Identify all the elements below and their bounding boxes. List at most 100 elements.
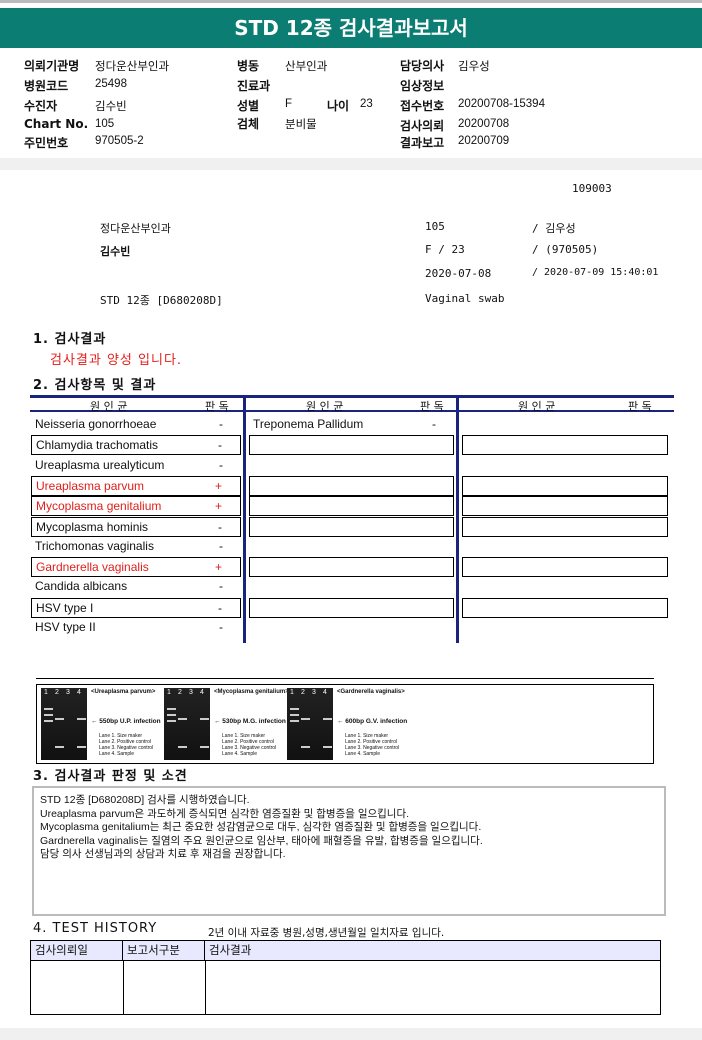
header-value: 산부인과 [285,61,328,73]
header-label: 병원코드 [24,79,69,93]
pathogen-name: Ureaplasma urealyticum [35,457,165,472]
pathogen-name: Neisseria gonorrhoeae [35,417,157,431]
header-value: 분비물 [285,119,317,131]
section4-title: 4. TEST HISTORY [33,921,158,936]
header-value: 20200709 [458,135,510,147]
results-table-header: 원 인 균 판 독 원 인 균 판 독 원 인 균 판 독 [30,395,674,413]
pathogen-name: Trichomonas vaginalis [35,538,154,553]
pathogen-result: - [219,417,223,431]
gel-legend: Lane 4. Sample [345,751,381,757]
col-pathogen: 원 인 균 [306,400,344,413]
summary-doctor: / 김우성 [532,222,576,235]
header-label: 접수번호 [400,99,445,113]
header-value: 970505-2 [95,135,144,147]
table-row: Ureaplasma urealyticum - [31,456,241,476]
gel-band [323,746,332,748]
pathogen-result: - [219,620,223,634]
header-value: 김수빈 [95,101,127,113]
gel-band [167,708,176,710]
gel-band [77,746,86,748]
bottom-bar [0,1028,702,1040]
header-label: 성별 [237,99,260,113]
gel-title: <Mycoplasma genitalium> [214,689,289,695]
gel-band [290,714,299,716]
header-label: 병동 [237,59,260,73]
empty-cell [249,496,454,517]
pathogen-result: - [219,579,223,594]
pathogen-name: Mycoplasma hominis [36,519,149,534]
header-label: 주민번호 [24,136,69,150]
pathogen-name: HSV type II [35,620,96,634]
gel-band [44,714,53,716]
summary-patient: 김수빈 [100,245,131,258]
pathogen-result: + [214,499,222,514]
gel-band [55,718,64,720]
summary-date-request: 2020-07-08 [425,267,492,280]
pathogen-result: - [432,417,436,431]
gel-legend: Lane 1. Size maker [99,733,143,739]
header-label: 수진자 [24,99,58,113]
pathogen-result: + [214,478,222,493]
gel-electrophoresis-images: 1 2 3 4 <Ureaplasma parvum> ← 550bp U.P. infe… [36,684,654,764]
gel-band [77,718,86,720]
empty-cell [249,475,454,496]
gel-legend: Lane 4. Sample [99,751,135,757]
table-row: Trichomonas vaginalis - [31,537,241,557]
table-row: Neisseria gonorrhoeae - [31,415,241,435]
summary-birth: / (970505) [532,243,599,256]
column-divider [456,395,459,643]
lane-number: 3 [66,689,70,696]
gel-band [44,708,53,710]
pathogen-result: - [219,538,223,553]
gel-band [301,718,310,720]
gel-band [200,746,209,748]
lane-number: 4 [323,689,327,696]
opinion-line: 담당 의사 선생님과의 상담과 치료 후 재검을 권장합니다. [40,848,286,860]
lane-number: 4 [200,689,204,696]
lane-number: 3 [189,689,193,696]
header-label: 의뢰기관명 [24,59,80,73]
gel-legend: Lane 2. Positive control [99,739,151,745]
pathogen-name: Chlamydia trachomatis [36,438,159,453]
gel-legend: Lane 1. Size maker [345,733,389,739]
section3-title: 3. 검사결과 판정 및 소견 [33,769,188,784]
pathogen-name: Gardnerella vaginalis [36,560,149,575]
gel-legend: Lane 3. Negative control [345,745,400,751]
history-col-result: 검사결과 [209,943,252,957]
gel-band-label: ← 530bp M.G. infection [214,718,286,725]
lane-number: 1 [44,689,48,696]
pathogen-name: Ureaplasma parvum [36,478,145,493]
table-row: Mycoplasma genitalium + [31,496,241,517]
lane-number: 3 [312,689,316,696]
gel-band [290,720,299,722]
gel-band [44,720,53,722]
opinion-line: Ureaplasma parvum은 과도하게 증식되면 심각한 염증질환 및 … [40,807,410,820]
summary-hospital: 정다운산부인과 [100,222,171,235]
empty-cell [249,597,454,618]
gel-legend: Lane 4. Sample [222,751,258,757]
opinion-box: STD 12종 [D680208D] 검사를 시행하였습니다. Ureaplasm… [32,786,666,916]
header-label: Chart No. [24,117,89,131]
header-value: 105 [95,118,115,130]
gel-band [301,746,310,748]
col-pathogen: 원 인 균 [518,400,556,413]
empty-cell [462,496,668,517]
lane-number: 2 [55,689,59,696]
opinion-line: STD 12종 [D680208D] 검사를 시행하였습니다. [40,794,250,806]
header-value: 23 [360,98,373,110]
header-value: 정다운산부인과 [95,61,170,73]
summary-sex-age: F / 23 [425,243,465,256]
table-row: HSV type I - [31,597,241,618]
empty-cell [462,516,668,537]
header-value: 20200708 [458,118,510,130]
header-label: 검사의뢰 [400,119,445,133]
column-divider [243,395,246,643]
divider [36,678,654,679]
table-row: HSV type II - [31,618,241,638]
pathogen-name: HSV type I [36,600,94,615]
header-label: 검체 [237,117,260,131]
col-result: 판 독 [420,400,444,413]
empty-cell [462,597,668,618]
gel-band [200,718,209,720]
